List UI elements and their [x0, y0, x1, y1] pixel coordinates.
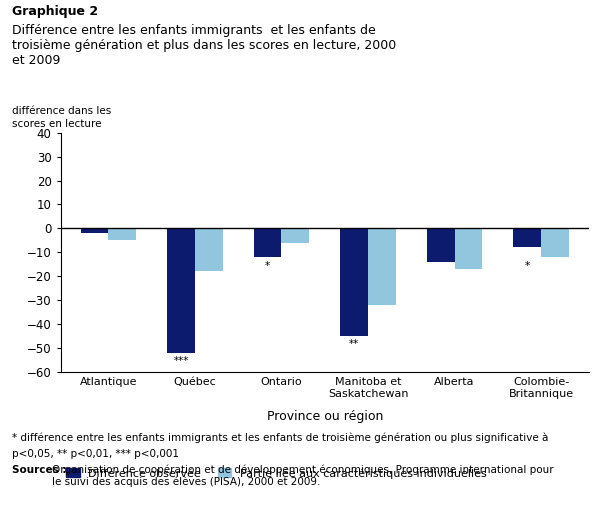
Text: **: **	[349, 339, 359, 349]
Text: Sources :: Sources :	[12, 465, 70, 475]
Text: Organisation de coopération et de développement économiques, Programme internati: Organisation de coopération et de dévelo…	[52, 465, 553, 487]
Bar	[282, 228, 309, 243]
Bar	[455, 228, 483, 269]
Text: ***: ***	[174, 356, 189, 366]
Bar	[81, 228, 108, 233]
Bar	[514, 228, 541, 247]
Bar	[427, 228, 455, 262]
Bar	[541, 228, 569, 257]
Text: différence dans les: différence dans les	[12, 106, 112, 116]
Text: scores en lecture: scores en lecture	[12, 119, 101, 130]
Text: p<0,05, ** p<0,01, *** p<0,001: p<0,05, ** p<0,01, *** p<0,001	[12, 449, 179, 459]
Text: * différence entre les enfants immigrants et les enfants de troisième génération: * différence entre les enfants immigrant…	[12, 433, 549, 443]
Bar	[368, 228, 396, 305]
Text: Différence entre les enfants immigrants  et les enfants de
troisième génération : Différence entre les enfants immigrants …	[12, 24, 396, 67]
Text: Graphique 2: Graphique 2	[12, 5, 98, 18]
Bar	[254, 228, 282, 257]
Text: *: *	[265, 261, 270, 271]
Legend: Différence observée, Partie liée aux caractéristiques individuelles: Différence observée, Partie liée aux car…	[66, 468, 487, 478]
Bar	[341, 228, 368, 336]
Bar	[167, 228, 195, 353]
X-axis label: Province ou région: Province ou région	[266, 410, 383, 423]
Text: *: *	[525, 261, 530, 271]
Bar	[195, 228, 223, 271]
Bar	[108, 228, 136, 241]
